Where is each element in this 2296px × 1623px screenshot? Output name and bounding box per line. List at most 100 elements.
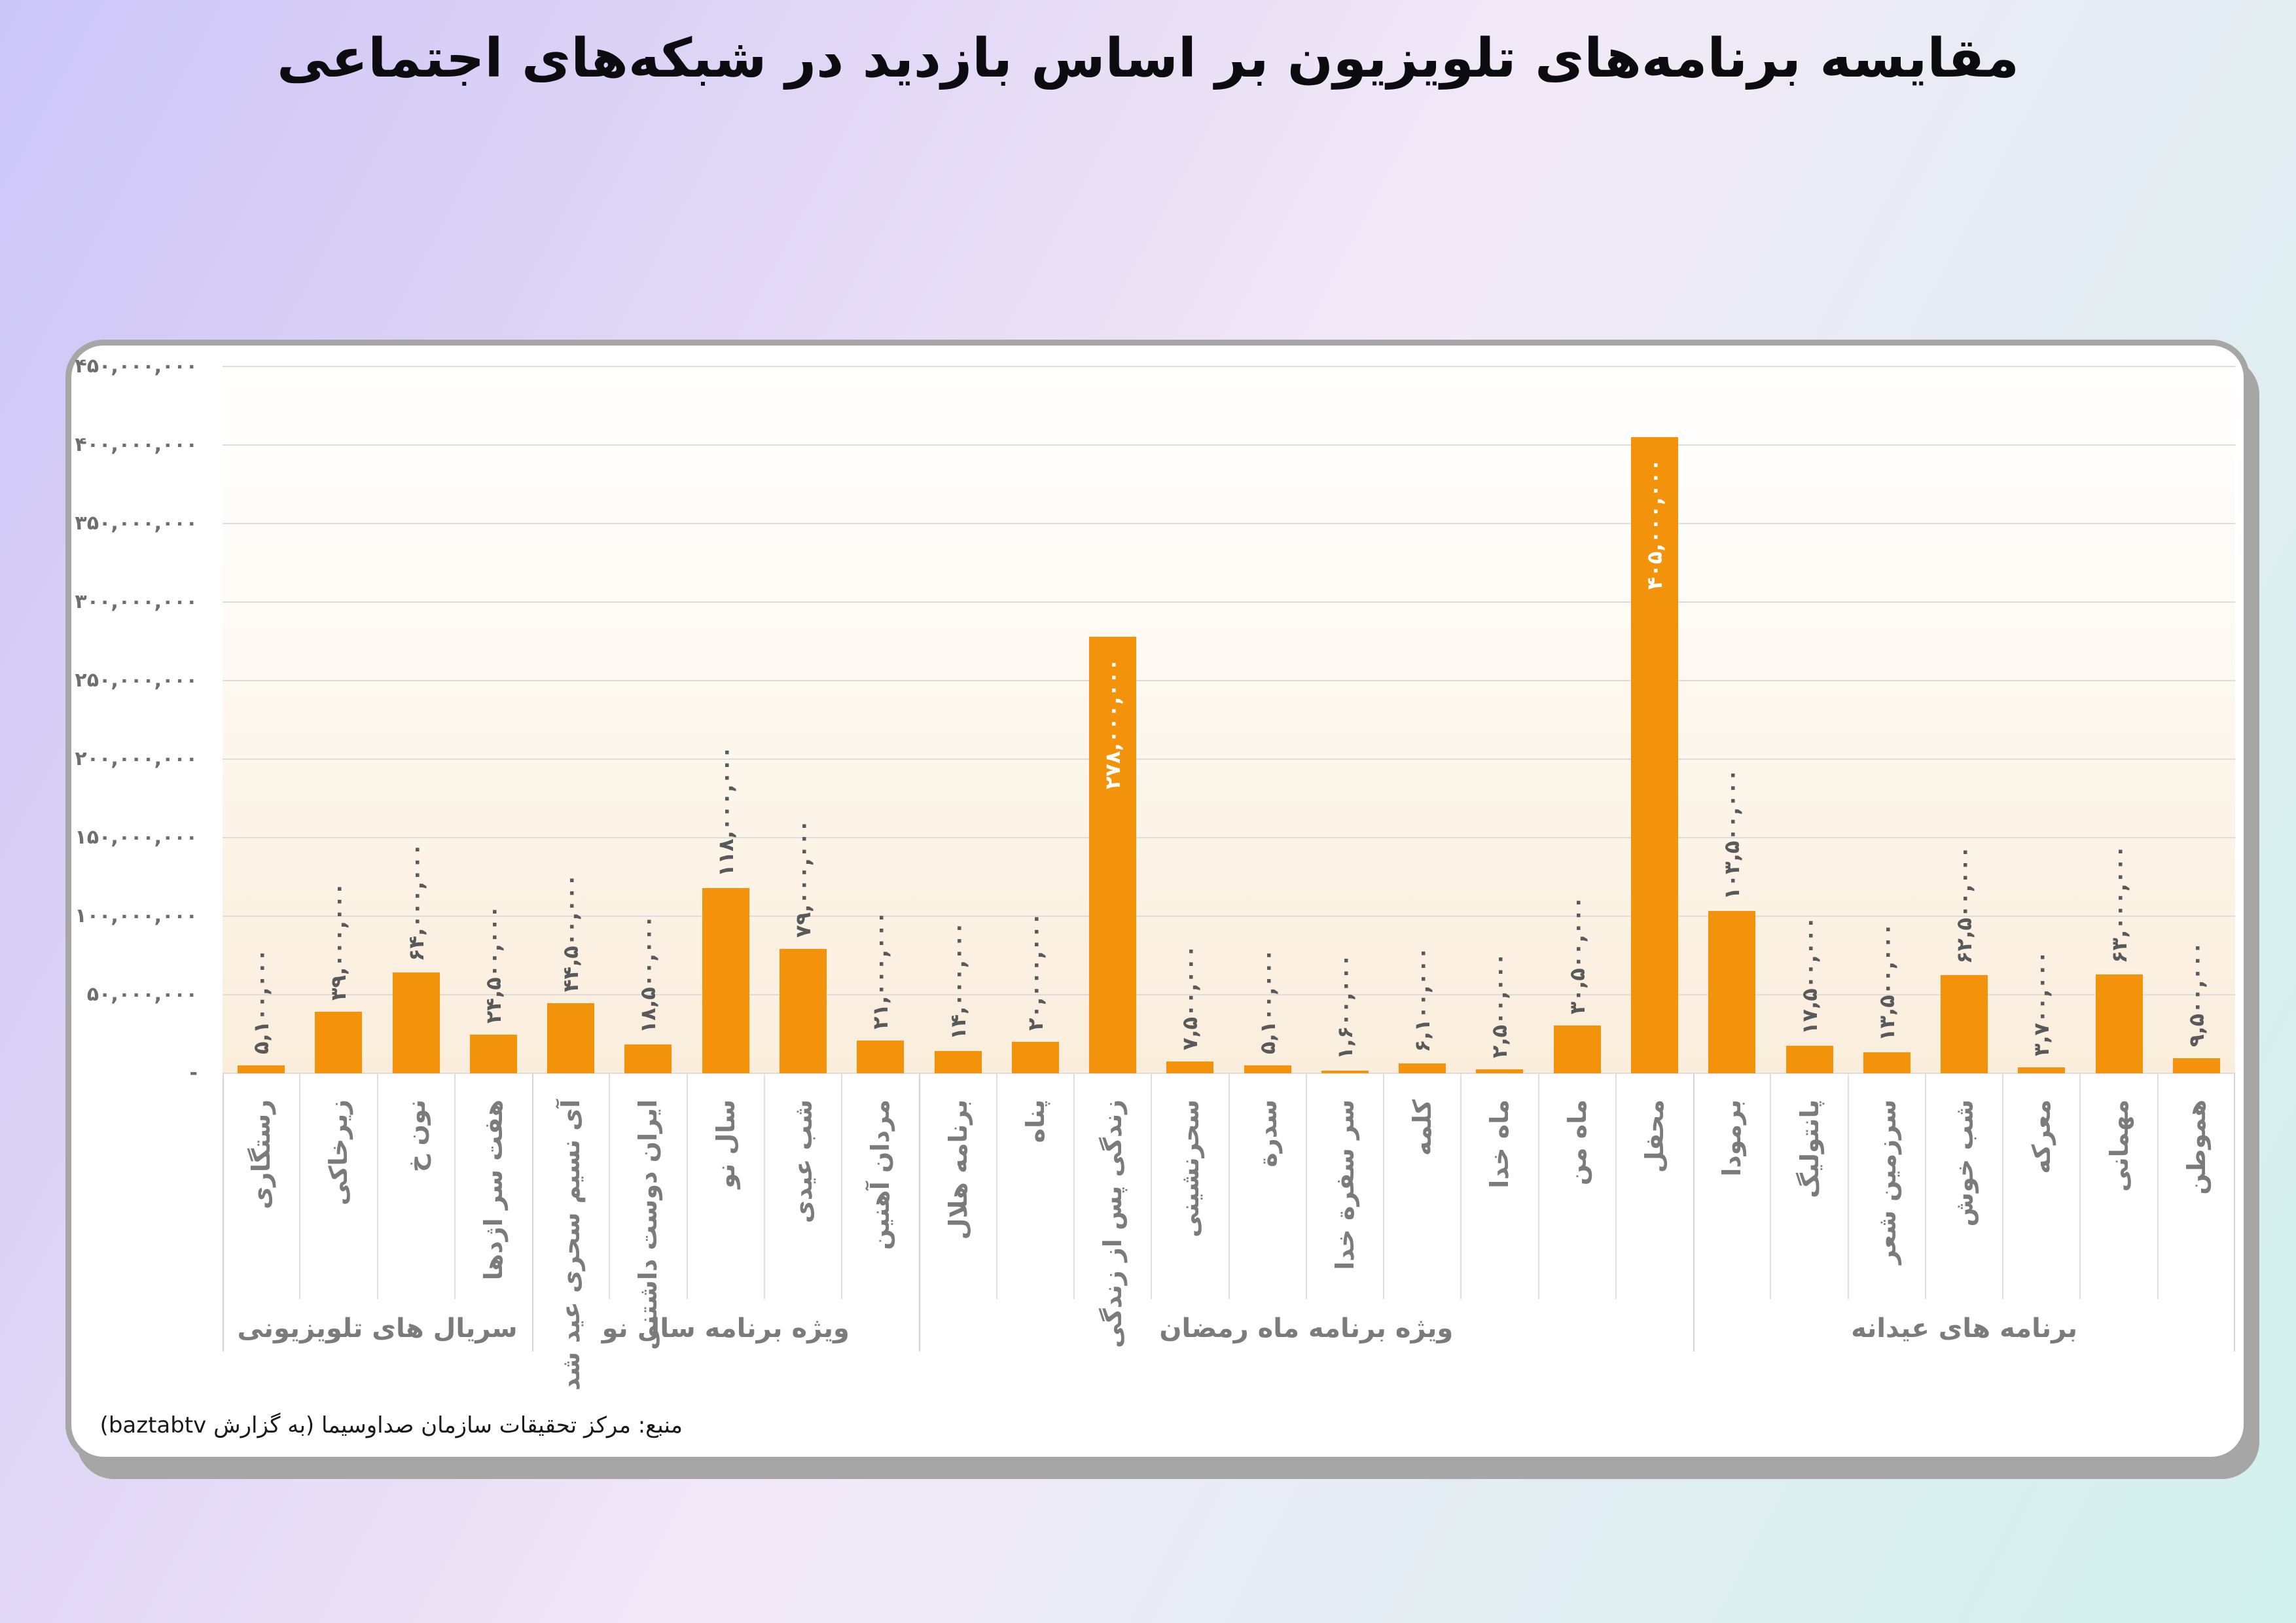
bar-value-label: ۱۷,۵۰۰,۰۰۰ [1797,916,1822,1035]
bar [1476,1069,1524,1073]
x-category-cell: مردان آهنین [842,1073,919,1299]
category-divider [2079,1073,2081,1299]
bar-slot: ۱۰۳,۵۰۰,۰۰۰ [1693,366,1770,1073]
bar-slot: ۶۳,۰۰۰,۰۰۰ [2080,366,2157,1073]
x-category-label: نون خ [401,1099,431,1173]
x-category-label: سر سفرة خدا [1330,1099,1359,1270]
bar-slot: ۲۷۸,۰۰۰,۰۰۰ [1074,366,1151,1073]
bar-value-label: ۱۳,۵۰۰,۰۰۰ [1874,923,1899,1041]
gridline [223,758,2235,760]
bar-value-label: ۵,۱۰۰,۰۰۰ [249,948,274,1054]
bar-value-label: ۳۹,۰۰۰,۰۰۰ [326,882,351,1001]
bar-value-label: ۷۹,۰۰۰,۰۰۰ [791,819,816,938]
bar-value-label: ۱۴,۰۰۰,۰۰۰ [945,921,971,1041]
x-category-cell: هموطن [2158,1073,2235,1299]
x-category-cell: سدرة [1229,1073,1306,1299]
gridline [223,837,2235,838]
group-divider [919,1073,921,1351]
x-category-cell: ماه خدا [1461,1073,1538,1299]
gridline [223,916,2235,917]
bar [469,1035,517,1073]
category-divider [996,1073,997,1299]
bar-slot: ۱۸,۵۰۰,۰۰۰ [609,366,687,1073]
category-divider [841,1073,843,1299]
x-category-cell: محفل [1616,1073,1693,1299]
category-divider [1537,1073,1539,1299]
x-category-label: سال نو [711,1099,740,1188]
bar-slot: ۶۴,۰۰۰,۰۰۰ [378,366,455,1073]
category-divider [299,1073,301,1299]
bar-value-label: ۲۰,۰۰۰,۰۰۰ [1022,912,1048,1031]
group-label: سریال های تلویزیونی [237,1313,518,1344]
bar-slot: ۱۷,۵۰۰,۰۰۰ [1770,366,1848,1073]
bar [1708,910,1756,1073]
bar-value-label: ۶۳,۰۰۰,۰۰۰ [2106,845,2132,963]
group-label: ویژه برنامه ماه رمضان [1159,1313,1454,1344]
bar [547,1003,595,1073]
category-divider [2157,1073,2159,1299]
bar [934,1051,982,1073]
x-category-cell: سال نو [687,1073,764,1299]
bar-value-label: ۱۰۳,۵۰۰,۰۰۰ [1719,768,1745,900]
x-category-cell: هفت سر اژدها [455,1073,532,1299]
gridline [223,523,2235,524]
y-tick-label: ۲۰۰,۰۰۰,۰۰۰ [75,747,198,770]
bar [1244,1065,1291,1073]
bar-slot: ۱۳,۵۰۰,۰۰۰ [1848,366,1926,1073]
bar-value-label: ۲۴,۵۰۰,۰۰۰ [480,905,506,1024]
y-tick-label: ۳۵۰,۰۰۰,۰۰۰ [75,512,198,535]
bar [1321,1071,1369,1073]
bar-slot: ۷۹,۰۰۰,۰۰۰ [764,366,842,1073]
plot-area: ۴۵۰,۰۰۰,۰۰۰ ۴۰۰,۰۰۰,۰۰۰ ۳۵۰,۰۰۰,۰۰۰ ۳۰۰,۰۰۰… [75,355,2235,1084]
x-category-cell: سحرنشینی [1151,1073,1229,1299]
bar-slot: ۶,۱۰۰,۰۰۰ [1384,366,1461,1073]
group-divider [2234,1073,2235,1351]
x-category-label: زیرخاکی [324,1099,353,1205]
bar-slot: ۲,۵۰۰,۰۰۰ [1461,366,1538,1073]
bar-slot: ۵,۱۰۰,۰۰۰ [223,366,300,1073]
x-category-cell: پناه [997,1073,1074,1299]
category-divider [454,1073,456,1299]
category-divider [2002,1073,2004,1299]
page-title: مقایسه برنامه‌های تلویزیون بر اساس بازدی… [277,27,2019,90]
y-tick-label: ۴۰۰,۰۰۰,۰۰۰ [75,433,198,456]
bar [392,972,440,1073]
x-category-label: سحرنشینی [1175,1099,1205,1238]
gridline [223,366,2235,367]
bar-slot: ۳,۷۰۰,۰۰۰ [2003,366,2080,1073]
bar-slot: ۱۱۸,۰۰۰,۰۰۰ [687,366,764,1073]
chart-card: ۴۵۰,۰۰۰,۰۰۰ ۴۰۰,۰۰۰,۰۰۰ ۳۵۰,۰۰۰,۰۰۰ ۳۰۰,۰۰۰… [65,340,2250,1463]
bar-slot: ۳۹,۰۰۰,۰۰۰ [300,366,377,1073]
category-divider [1847,1073,1849,1299]
bar-slot: ۲۰,۰۰۰,۰۰۰ [997,366,1074,1073]
bar-value-label: ۱۱۸,۰۰۰,۰۰۰ [713,745,738,877]
y-tick-label: ۱۵۰,۰۰۰,۰۰۰ [75,826,198,849]
x-category-cell: رستگاری [223,1073,300,1299]
x-category-label: ماه خدا [1485,1099,1515,1188]
x-axis: رستگاری زیرخاکی نون خ هفت سر اژدها آی نسیم س… [223,1073,2235,1391]
bar-slot: ۴۴,۵۰۰,۰۰۰ [532,366,609,1073]
x-category-label: سدرة [1253,1099,1282,1168]
bar-slot: ۶۲,۵۰۰,۰۰۰ [1926,366,2003,1073]
bar-value-label: ۶,۱۰۰,۰۰۰ [1410,947,1435,1053]
group-divider [223,1073,224,1351]
x-category-label: رستگاری [247,1099,276,1209]
x-category-cell: ماه من [1539,1073,1616,1299]
bar-value-label: ۶۲,۵۰۰,۰۰۰ [1952,846,1977,964]
bar-value-label: ۵,۱۰۰,۰۰۰ [1255,948,1280,1054]
x-category-label: مردان آهنین [866,1099,895,1250]
x-category-label: هموطن [2181,1099,2211,1195]
bar [857,1040,905,1073]
bar-slot: ۱۴,۰۰۰,۰۰۰ [919,366,996,1073]
x-category-label: پانتولیگ [1795,1099,1824,1198]
x-category-label: شب خوش [1950,1099,1979,1227]
bar [1553,1025,1601,1073]
bar [624,1044,672,1073]
x-category-label: هفت سر اژدها [478,1099,508,1281]
bar-value-label: ۲۷۸,۰۰۰,۰۰۰ [1100,658,1126,789]
bar-value-label: ۲,۵۰۰,۰۰۰ [1487,952,1513,1058]
bar [702,887,749,1073]
bar-value-label: ۷,۵۰۰,۰۰۰ [1177,944,1203,1050]
gridline [223,444,2235,446]
